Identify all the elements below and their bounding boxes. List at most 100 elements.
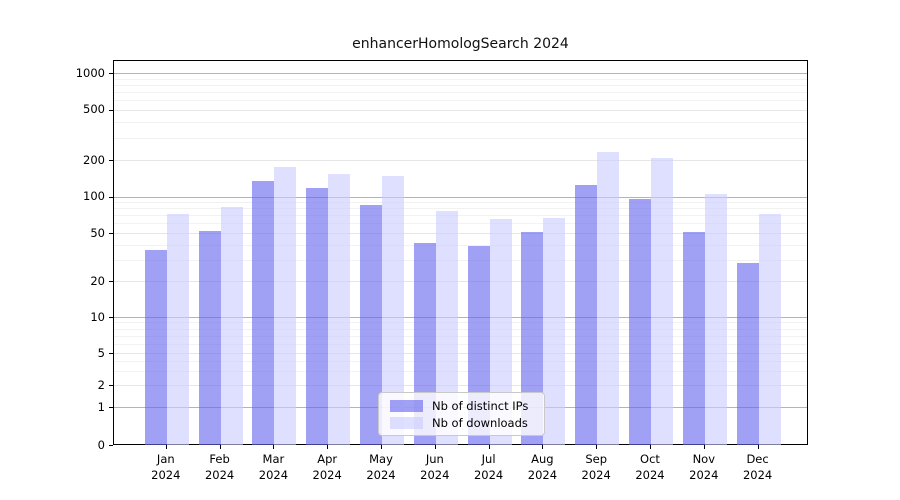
y-tick-label: 50: [90, 225, 105, 240]
chart-title: enhancerHomologSearch 2024: [352, 36, 569, 52]
gridline: [114, 335, 807, 337]
x-tick-label: Jun 2024: [420, 452, 450, 482]
x-tick-mark: [596, 445, 598, 449]
y-tick-mark: [109, 196, 113, 198]
y-tick-label: 10: [90, 309, 105, 324]
legend: Nb of distinct IPs Nb of downloads: [378, 392, 545, 436]
gridline: [114, 244, 807, 246]
y-tick-label: 2: [97, 377, 105, 392]
gridline: [114, 99, 807, 101]
legend-color-swatch-distinct-ips: [390, 399, 423, 412]
x-tick-label: Mar 2024: [258, 452, 289, 482]
x-tick-mark: [381, 445, 382, 449]
gridline: [114, 196, 807, 198]
bar-downloads-jan-2024: [166, 214, 189, 445]
gridline: [114, 233, 807, 234]
bar-downloads-nov-2024: [704, 194, 727, 445]
gridline: [114, 360, 807, 362]
legend-item-downloads: Nb of downloads: [390, 415, 536, 430]
gridline: [114, 343, 807, 345]
gridline: [114, 137, 807, 139]
gridline: [114, 281, 807, 282]
y-tick-mark: [109, 353, 113, 354]
x-tick-mark: [757, 445, 759, 449]
x-tick-mark: [488, 445, 490, 449]
gridline: [114, 322, 807, 324]
x-tick-mark: [650, 445, 651, 449]
x-tick-mark: [327, 445, 329, 449]
bar-downloads-dec-2024: [758, 214, 781, 445]
bar-downloads-jul-2024: [489, 219, 512, 445]
bar-downloads-feb-2024: [220, 207, 243, 445]
x-tick-label: Jan 2024: [151, 452, 181, 482]
bar-downloads-may-2024: [382, 176, 404, 445]
gridline: [114, 160, 807, 161]
y-tick-label: 1: [97, 399, 105, 414]
bar-distinct-ips-apr-2024: [306, 188, 329, 445]
y-tick-mark: [109, 407, 113, 408]
gridline: [114, 385, 807, 386]
bar-distinct-ips-dec-2024: [736, 262, 759, 445]
x-tick-mark: [165, 445, 167, 449]
x-tick-mark: [434, 445, 436, 449]
bar-downloads-jun-2024: [435, 210, 458, 445]
bar-distinct-ips-aug-2024: [521, 231, 544, 445]
bar-distinct-ips-mar-2024: [252, 180, 275, 445]
gridline: [114, 328, 807, 330]
x-tick-mark: [219, 445, 221, 449]
x-tick-label: Apr 2024: [312, 452, 342, 482]
plot-area: [113, 60, 808, 445]
x-tick-label: Nov 2024: [689, 452, 719, 482]
gridline: [114, 223, 807, 225]
bar-distinct-ips-nov-2024: [682, 231, 705, 445]
y-tick-mark: [109, 445, 113, 446]
y-tick-mark: [109, 317, 113, 318]
x-tick-label: Sep 2024: [581, 452, 611, 482]
bar-distinct-ips-sep-2024: [575, 184, 598, 445]
gridline: [114, 73, 807, 74]
y-tick-label: 0: [97, 437, 105, 452]
legend-label-distinct-ips: Nb of distinct IPs: [432, 398, 529, 413]
y-tick-label: 200: [83, 152, 105, 167]
bar-downloads-aug-2024: [543, 217, 566, 445]
gridline: [114, 215, 807, 217]
bar-downloads-oct-2024: [651, 157, 673, 445]
x-tick-label: Jul 2024: [473, 452, 504, 482]
gridline: [114, 370, 807, 372]
y-tick-mark: [109, 385, 113, 386]
y-tick-label: 100: [83, 189, 105, 204]
gridline: [114, 317, 807, 318]
gridline: [114, 202, 807, 204]
y-tick-mark: [109, 73, 113, 74]
bar-distinct-ips-feb-2024: [198, 230, 221, 445]
bar-distinct-ips-jan-2024: [144, 249, 167, 445]
x-tick-label: Oct 2024: [635, 452, 665, 482]
y-tick-mark: [109, 281, 113, 282]
gridline: [114, 208, 807, 210]
gridline: [114, 109, 807, 111]
x-tick-mark: [542, 445, 544, 449]
gridline: [114, 91, 807, 93]
y-tick-mark: [109, 160, 113, 161]
bar-downloads-apr-2024: [328, 174, 351, 445]
legend-label-downloads: Nb of downloads: [432, 415, 528, 430]
gridline: [114, 121, 807, 123]
y-tick-label: 1000: [75, 65, 105, 80]
x-tick-label: Aug 2024: [527, 452, 558, 482]
x-tick-label: Dec 2024: [742, 452, 773, 482]
legend-color-swatch-downloads: [390, 416, 423, 429]
y-tick-label: 5: [97, 345, 105, 360]
x-tick-mark: [273, 445, 275, 449]
y-tick-mark: [109, 233, 113, 234]
bar-downloads-sep-2024: [597, 152, 620, 445]
legend-item-distinct-ips: Nb of distinct IPs: [390, 398, 536, 413]
bar-downloads-mar-2024: [274, 166, 297, 445]
gridline: [114, 259, 807, 261]
y-tick-mark: [109, 109, 113, 111]
gridline: [114, 353, 807, 354]
gridline: [114, 84, 807, 86]
bar-distinct-ips-oct-2024: [629, 199, 651, 445]
x-tick-label: May 2024: [366, 452, 396, 482]
y-tick-label: 20: [90, 273, 105, 288]
